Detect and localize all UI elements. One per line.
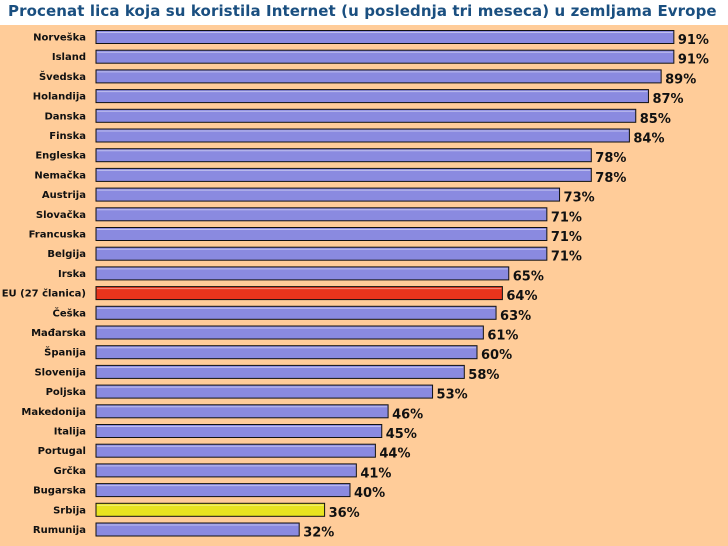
value-label: 89% [665, 72, 696, 87]
value-label: 44% [379, 447, 410, 462]
category-label: Makedonija [21, 407, 86, 418]
value-label: 85% [640, 112, 671, 127]
bar [95, 30, 675, 44]
bar [95, 227, 548, 241]
category-label: Bugarska [33, 486, 86, 497]
value-label: 91% [678, 53, 709, 68]
value-label: 32% [303, 526, 334, 541]
bar [95, 167, 592, 182]
chart-title: Procenat lica koja su koristila Internet… [8, 2, 717, 20]
category-label: Portugal [38, 446, 86, 457]
value-label: 91% [678, 33, 709, 48]
value-label: 58% [468, 368, 499, 383]
category-label: Finska [49, 131, 86, 142]
bar [95, 187, 561, 202]
category-label: Srbija [53, 505, 86, 516]
value-label: 78% [595, 171, 626, 186]
value-label: 36% [329, 506, 360, 521]
bar [95, 305, 497, 320]
value-label: 65% [513, 269, 544, 284]
value-label: 61% [487, 329, 518, 344]
bar [95, 345, 478, 360]
bars-layer: Norveška 91% Island 91% Švedska 89% Holandija 8… [2, 30, 709, 541]
value-label: 64% [506, 289, 537, 304]
category-label: Nemačka [34, 169, 86, 181]
value-label: 41% [360, 466, 391, 481]
bar [95, 207, 548, 222]
category-label: Češka [53, 306, 86, 319]
bar [95, 463, 357, 478]
value-label: 63% [500, 309, 531, 324]
bar [95, 148, 592, 163]
bar [95, 325, 484, 340]
bar [95, 502, 326, 517]
bar [95, 286, 503, 301]
category-label: EU (27 članica) [2, 288, 86, 300]
category-label: Italija [54, 427, 86, 438]
category-label: Island [52, 52, 86, 63]
bar [95, 49, 675, 64]
category-label: Slovenija [34, 367, 86, 378]
value-label: 73% [564, 191, 595, 206]
category-label: Engleska [35, 151, 86, 162]
value-label: 53% [437, 388, 468, 403]
bar [95, 69, 662, 84]
value-label: 40% [354, 486, 385, 501]
bar [95, 364, 465, 379]
category-label: Poljska [46, 387, 86, 398]
bar [95, 404, 389, 419]
category-label: Španija [44, 346, 86, 359]
bar [95, 424, 383, 438]
bar [95, 266, 510, 281]
bar [95, 483, 351, 498]
category-label: Rumunija [33, 525, 86, 536]
category-label: Austrija [42, 190, 86, 201]
bar [95, 89, 649, 104]
category-label: Irska [58, 269, 86, 280]
category-label: Norveška [33, 32, 86, 44]
category-label: Grčka [54, 465, 86, 477]
value-label: 45% [386, 427, 417, 442]
value-label: 71% [551, 250, 582, 265]
value-label: 46% [392, 407, 423, 422]
bar [95, 384, 434, 399]
category-label: Švedska [39, 70, 86, 83]
value-label: 71% [551, 210, 582, 225]
bar [95, 443, 376, 458]
value-label: 78% [595, 151, 626, 166]
value-label: 87% [652, 92, 683, 107]
bar [95, 246, 548, 261]
bar [95, 128, 630, 143]
category-label: Holandija [33, 92, 86, 103]
value-label: 84% [633, 132, 664, 147]
value-label: 71% [551, 230, 582, 245]
category-label: Mađarska [31, 328, 86, 339]
category-label: Francuska [29, 230, 86, 241]
bar [95, 522, 300, 537]
category-label: Slovačka [36, 209, 86, 221]
bar [95, 108, 637, 123]
category-label: Belgija [47, 249, 86, 260]
value-label: 60% [481, 348, 512, 363]
category-label: Danska [44, 111, 86, 122]
